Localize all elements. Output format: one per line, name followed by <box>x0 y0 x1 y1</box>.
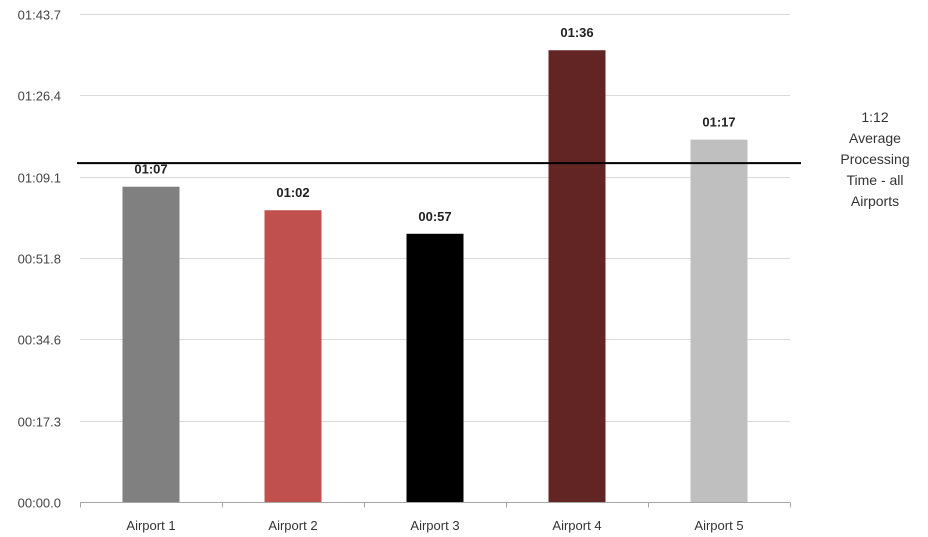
x-tick-label: Airport 3 <box>410 518 459 533</box>
y-tick-label: 01:43.7 <box>18 8 61 23</box>
y-tick-label: 01:09.1 <box>18 171 61 186</box>
average-annotation-line: Airports <box>850 193 900 209</box>
bar <box>548 50 606 503</box>
data-label: 01:02 <box>276 185 309 200</box>
data-label: 01:36 <box>560 25 593 40</box>
bar <box>264 210 322 502</box>
y-tick-label: 00:00.0 <box>18 496 61 511</box>
y-tick-label: 00:34.6 <box>18 333 61 348</box>
data-label: 01:17 <box>702 115 735 130</box>
bars <box>122 50 748 503</box>
x-tick-label: Airport 4 <box>552 518 601 533</box>
average-annotation: 1:12 Average Processing Time - all Airpo… <box>825 107 925 212</box>
bar <box>690 139 748 502</box>
bar <box>406 233 464 502</box>
bar <box>122 186 180 503</box>
x-axis: Airport 1 Airport 2 Airport 3 Airport 4 Airp… <box>80 502 791 533</box>
y-tick-label: 00:17.3 <box>18 415 61 430</box>
data-label: 01:07 <box>134 162 167 177</box>
data-label: 00:57 <box>418 209 451 224</box>
average-annotation-line: Average <box>849 130 901 146</box>
average-annotation-line: Processing <box>840 151 910 167</box>
average-annotation-line: Time - all <box>846 172 904 188</box>
data-labels: 01:07 01:02 00:57 01:36 01:17 <box>134 25 735 224</box>
y-tick-label: 01:26.4 <box>18 89 61 104</box>
average-annotation-line: 1:12 <box>861 109 889 125</box>
x-tick-label: Airport 5 <box>694 518 743 533</box>
x-tick-label: Airport 1 <box>126 518 175 533</box>
y-tick-label: 00:51.8 <box>18 252 61 267</box>
y-axis: 00:00.0 00:17.3 00:34.6 00:51.8 01:09.1 01:26… <box>18 8 61 511</box>
x-tick-label: Airport 2 <box>268 518 317 533</box>
